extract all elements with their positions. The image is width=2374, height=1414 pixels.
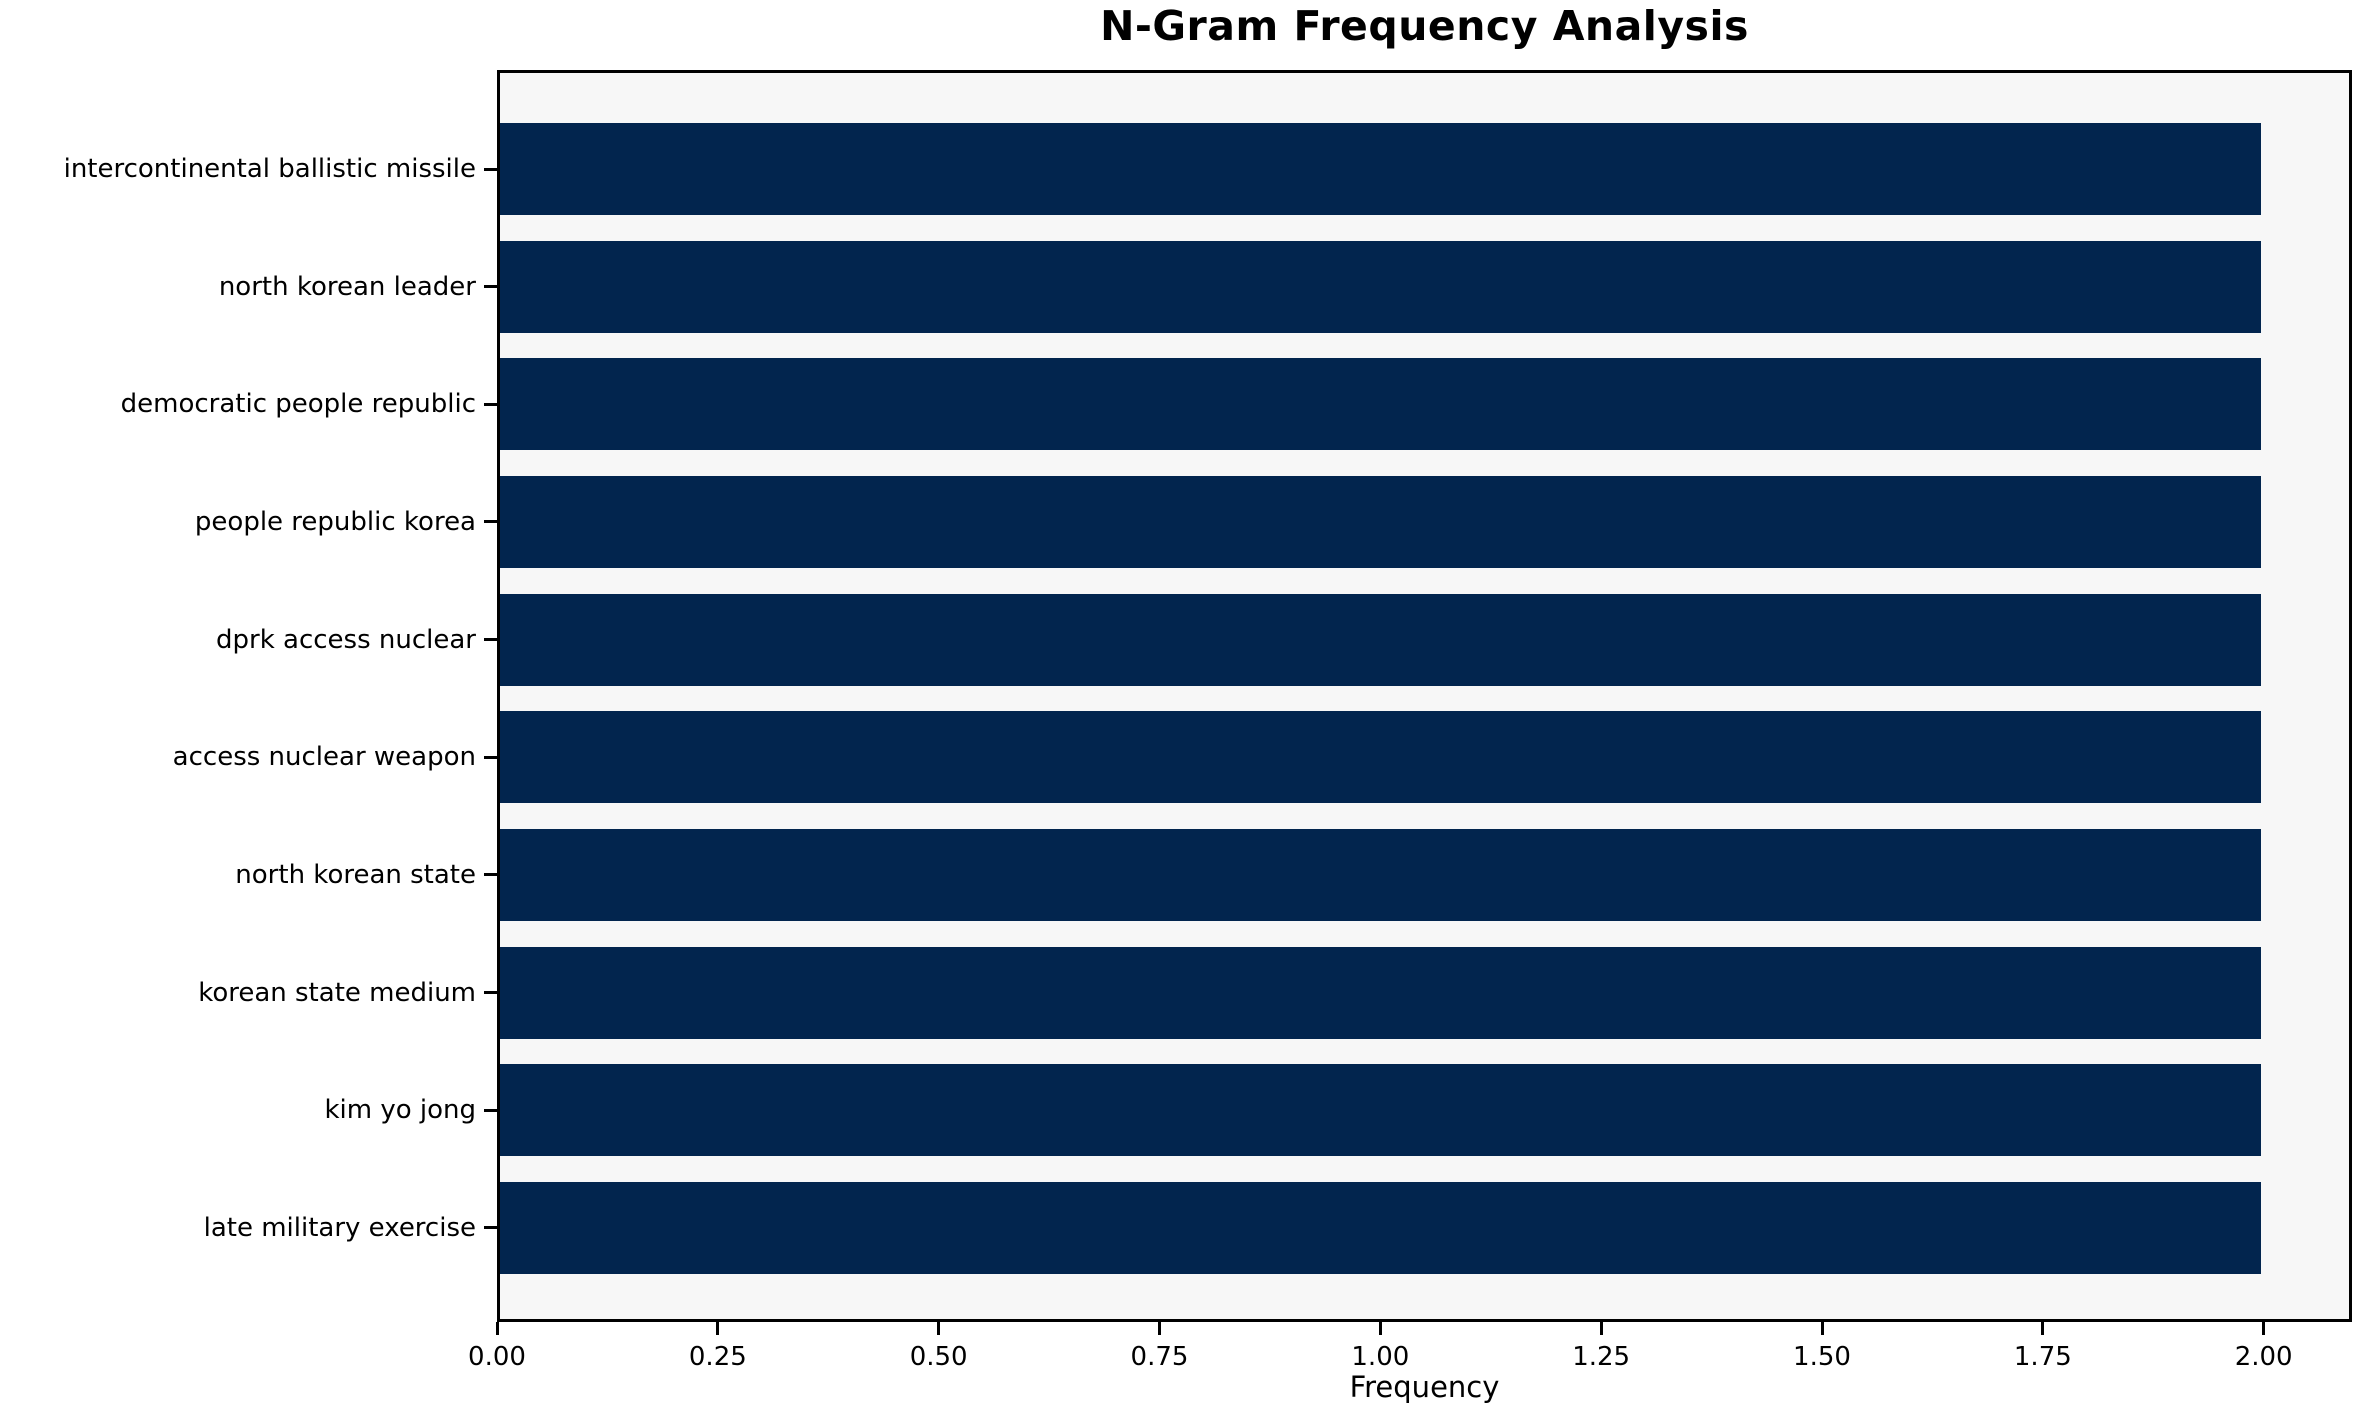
y-tick-mark — [484, 638, 497, 642]
frequency-bar — [500, 828, 2261, 921]
chart-title: N-Gram Frequency Analysis — [1100, 2, 1749, 50]
y-axis-category-label: late military exercise — [203, 1212, 476, 1243]
x-tick-mark — [1158, 1322, 1161, 1335]
y-tick-mark — [484, 755, 497, 759]
y-axis-category-label: north korean leader — [218, 271, 476, 302]
x-tick-label: 2.00 — [2234, 1342, 2293, 1372]
bar-row — [500, 240, 2349, 333]
frequency-bar — [500, 123, 2261, 215]
y-tick-mark — [484, 991, 497, 995]
x-tick-mark — [1820, 1322, 1824, 1335]
x-tick-mark — [716, 1322, 720, 1335]
y-axis-category-row: kim yo jong — [0, 1064, 497, 1156]
y-axis-category-label: democratic people republic — [120, 389, 476, 420]
bar-row — [500, 1064, 2349, 1157]
y-axis-category-row: north korean leader — [0, 241, 497, 333]
bar-row — [500, 358, 2349, 451]
y-tick-mark — [484, 402, 497, 406]
x-tick-mark — [937, 1322, 941, 1335]
y-axis-category-label: kim yo jong — [324, 1095, 476, 1126]
bar-row — [500, 946, 2349, 1039]
y-axis-labels: intercontinental ballistic missile north … — [0, 70, 497, 1322]
x-tick-label: 1.75 — [2013, 1342, 2072, 1372]
y-tick-mark — [484, 167, 497, 171]
x-tick-label: 0.00 — [468, 1342, 526, 1372]
frequency-bar — [500, 1064, 2261, 1157]
x-tick-label: 1.50 — [1793, 1342, 1851, 1372]
frequency-bar — [500, 593, 2261, 686]
y-tick-mark — [484, 1226, 497, 1230]
frequency-bar — [500, 1181, 2261, 1274]
frequency-bar — [500, 358, 2261, 451]
bar-row — [500, 475, 2349, 568]
y-axis-category-row: democratic people republic — [0, 358, 497, 450]
y-axis-category-row: access nuclear weapon — [0, 711, 497, 803]
bar-row — [500, 1181, 2349, 1274]
x-tick-label: 0.25 — [688, 1342, 747, 1372]
frequency-bar — [500, 946, 2261, 1039]
bar-row — [500, 593, 2349, 686]
frequency-bar — [500, 711, 2261, 804]
y-axis-category-label: access nuclear weapon — [172, 742, 476, 773]
x-tick-label: 1.25 — [1572, 1342, 1631, 1372]
x-tick-label: 0.50 — [909, 1342, 968, 1372]
y-axis-category-label: people republic korea — [194, 506, 476, 537]
bar-row — [500, 828, 2349, 921]
bar-row — [500, 711, 2349, 804]
x-tick-label: 1.00 — [1351, 1342, 1410, 1372]
plot-area — [497, 70, 2352, 1322]
y-axis-category-label: korean state medium — [198, 977, 476, 1008]
y-tick-mark — [484, 873, 497, 877]
y-tick-mark — [484, 285, 497, 289]
y-axis-category-row: people republic korea — [0, 476, 497, 568]
frequency-bar — [500, 475, 2261, 568]
x-tick-mark — [495, 1322, 499, 1335]
y-tick-mark — [484, 1108, 497, 1112]
y-axis-category-row: intercontinental ballistic missile — [0, 123, 497, 215]
x-tick-mark — [2041, 1322, 2045, 1335]
y-axis-category-row: late military exercise — [0, 1182, 497, 1274]
y-tick-mark — [484, 520, 497, 524]
y-axis-category-row: korean state medium — [0, 947, 497, 1039]
x-tick-mark — [1599, 1322, 1603, 1335]
y-axis-category-label: dprk access nuclear — [216, 624, 476, 655]
bar-row — [500, 123, 2349, 215]
x-axis-ticks: 0.00 0.25 0.50 0.75 1.00 1.25 1.50 1.75 2.00 — [468, 1322, 2352, 1392]
frequency-bar — [500, 240, 2261, 333]
bars-container — [500, 73, 2349, 1319]
y-axis-category-row: north korean state — [0, 829, 497, 921]
y-axis-category-label: intercontinental ballistic missile — [63, 154, 476, 184]
y-axis-category-row: dprk access nuclear — [0, 594, 497, 686]
x-tick-mark — [2262, 1322, 2266, 1335]
x-tick-label: 0.75 — [1130, 1342, 1189, 1372]
x-tick-mark — [1378, 1322, 1382, 1335]
y-axis-category-label: north korean state — [235, 859, 476, 890]
x-axis-label: Frequency — [1349, 1370, 1500, 1404]
